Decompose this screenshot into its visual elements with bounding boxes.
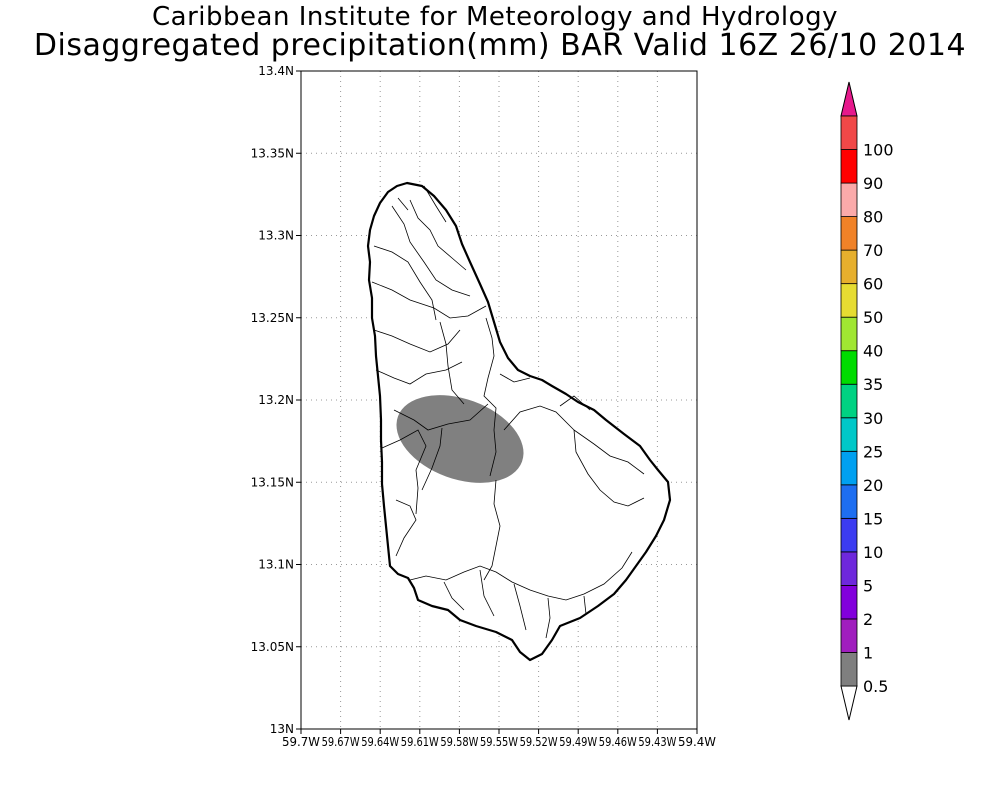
x-tick-label: 59.7W [282,735,320,749]
colorbar-segment [840,618,858,653]
x-tick-label: 59.55W [480,735,518,749]
colorbar-label: 40 [863,342,883,361]
x-tick-label: 59.52W [520,735,558,749]
colorbar-segment [840,417,858,452]
colorbar-label: 80 [863,208,883,227]
colorbar-label: 0.5 [863,677,888,696]
colorbar-label: 90 [863,174,883,193]
colorbar-segment [840,484,858,519]
colorbar-segment [840,283,858,318]
y-tick-label: 13.05N [251,640,294,654]
colorbar-label: 100 [863,141,894,160]
colorbar-label: 50 [863,308,883,327]
y-tick-label: 13.15N [251,475,294,489]
colorbar-segment [840,249,858,285]
colorbar-label: 5 [863,576,873,595]
colorbar-label: 60 [863,275,883,294]
island-coastline [366,181,672,662]
y-tick-label: 13N [270,722,294,736]
x-axis-ticks: 59.7W 59.67W 59.64W 59.61W 59.58W 59.55W 59.52… [282,729,716,749]
colorbar-segment [840,551,858,586]
y-tick-label: 13.1N [258,558,294,572]
x-tick-label: 59.67W [322,735,360,749]
colorbar-over-triangle [840,81,858,117]
colorbar-label: 10 [863,543,883,562]
colorbar-segment [840,115,858,150]
y-tick-label: 13.35N [251,146,294,160]
colorbar-label: 20 [863,476,883,495]
colorbar-segment [840,149,858,184]
x-tick-label: 59.64W [361,735,399,749]
colorbar-label: 1 [863,643,873,662]
colorbar-label: 15 [863,509,883,528]
colorbar-segment [840,585,858,620]
colorbar-label: 25 [863,442,883,461]
colorbar-label: 70 [863,241,883,260]
catchment-boundaries [371,185,645,639]
x-tick-label: 59.58W [440,735,478,749]
colorbar-label: 35 [863,375,883,394]
colorbar-segment [840,383,858,419]
precipitation-area [396,395,524,483]
y-tick-label: 13.2N [258,393,294,407]
y-tick-label: 13.25N [251,311,294,325]
y-axis-ticks: 13N 13.05N 13.1N 13.15N 13.2N 13.25N 13.3N 13.3… [251,64,301,736]
colorbar-label: 30 [863,409,883,428]
colorbar-label: 2 [863,610,873,629]
colorbar-segment [840,517,858,553]
x-tick-label: 59.61W [401,735,439,749]
x-tick-label: 59.46W [599,735,637,749]
x-tick-label: 59.4W [678,735,716,749]
colorbar-segment [840,316,858,352]
colorbar-segment [840,450,858,486]
chart-title-product: Disaggregated precipitation(mm) BAR Vali… [33,28,967,63]
colorbar-segment [840,652,858,687]
chart-title-institution: Caribbean Institute for Meteorology and … [152,2,838,32]
y-tick-label: 13.3N [258,229,294,243]
colorbar-segment [840,182,858,217]
colorbar-under-triangle [840,685,858,721]
x-tick-label: 59.49W [559,735,597,749]
x-tick-label: 59.43W [638,735,676,749]
colorbar-segment [840,350,858,385]
barbados-island [366,181,672,662]
colorbar-segment [840,216,858,251]
y-tick-label: 13.4N [258,64,294,78]
